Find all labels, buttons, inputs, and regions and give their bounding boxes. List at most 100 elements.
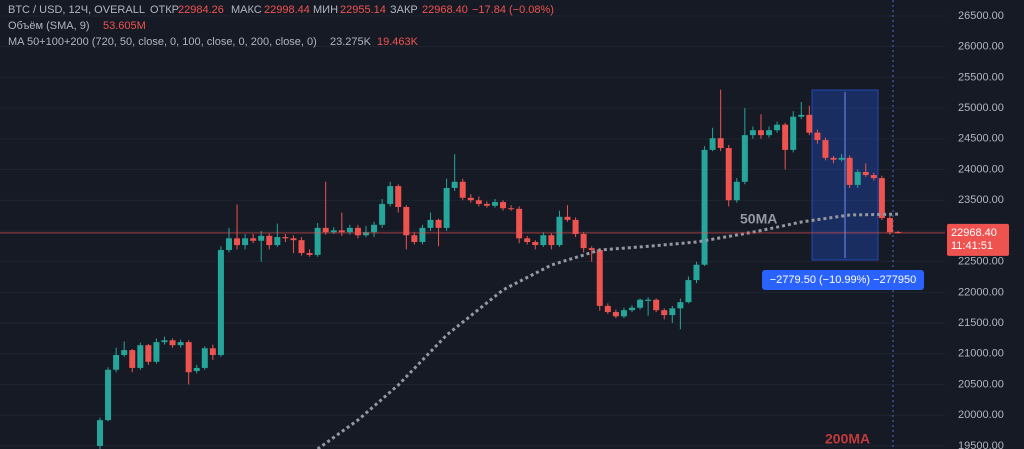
candle-body <box>588 248 595 250</box>
candle-body <box>693 264 700 281</box>
ohlc-label: МАКС <box>231 4 262 16</box>
candle-body <box>653 299 660 311</box>
candle-body <box>483 203 490 206</box>
y-tick-label: 25000.00 <box>958 102 1004 114</box>
candle-body <box>596 249 603 306</box>
ohlc-label: ЗАКР <box>390 4 418 16</box>
candle-body <box>766 130 773 136</box>
y-tick-label: 25500.00 <box>958 71 1004 83</box>
price-axis-labels: 19500.00 20000.00 20500.00 21000.00 21500.00… <box>947 10 1009 449</box>
candle-body <box>161 340 168 343</box>
candle-body <box>435 219 442 228</box>
candle-body <box>169 340 176 346</box>
candle-body <box>669 308 676 316</box>
candle-body <box>330 230 337 233</box>
candle-body <box>580 234 587 249</box>
candle-body <box>500 202 507 209</box>
candle-body <box>185 342 192 373</box>
y-tick-label: 21000.00 <box>958 348 1004 360</box>
candle-body <box>403 206 410 236</box>
candle-body <box>677 302 684 309</box>
measure-label-box <box>762 270 924 290</box>
y-tick-label: 24000.00 <box>958 163 1004 175</box>
y-tick-label: 20500.00 <box>958 378 1004 390</box>
candle-body <box>508 208 515 210</box>
candle-body <box>225 238 232 250</box>
y-tick-label: 26500.00 <box>958 10 1004 22</box>
candle-body <box>427 219 434 228</box>
candle-body <box>338 230 345 233</box>
ohlc-label: МИН <box>313 4 338 16</box>
candle-body <box>354 227 361 236</box>
ma-value: 23.275K <box>330 36 372 48</box>
candle-body <box>516 208 523 239</box>
candle-body <box>886 218 893 233</box>
candle-body <box>411 235 418 243</box>
candle-body <box>556 216 563 246</box>
candle-body <box>701 149 708 265</box>
candle-body <box>814 132 821 141</box>
candle-body <box>153 342 160 362</box>
candle-body <box>395 186 402 207</box>
candle-body <box>419 227 426 243</box>
candle-body <box>774 124 781 131</box>
y-tick-label: 24500.00 <box>958 133 1004 145</box>
candle-body <box>105 369 112 421</box>
candle-body <box>177 342 184 346</box>
candle-body <box>113 355 120 370</box>
measure-label: −2779.50 (−10.99%) −277950 <box>770 274 917 286</box>
candle-body <box>217 249 224 356</box>
candle-body <box>209 348 216 356</box>
change: −17.84 (−0.08%) <box>472 4 554 16</box>
ohlc-value: 22998.44 <box>264 4 310 16</box>
candle-body <box>266 235 273 246</box>
volume-value: 53.605M <box>103 20 146 32</box>
y-tick-label: 19500.00 <box>958 440 1004 449</box>
candle-body <box>234 238 241 246</box>
candle-body <box>298 240 305 254</box>
volume-label: Объём (SMA, 9) <box>8 20 90 32</box>
candle-body <box>862 171 869 176</box>
candle-body <box>97 420 103 446</box>
candle-body <box>733 181 740 201</box>
candle-body <box>878 178 885 219</box>
candle-body <box>685 280 692 303</box>
candle-body <box>363 232 369 236</box>
candle-body <box>822 140 829 158</box>
candle-body <box>121 350 128 356</box>
legend: BTC / USD, 12Ч, OVERALL ОТКР 22984.26 МА… <box>8 4 554 48</box>
candle-body <box>459 181 466 198</box>
candle-body <box>290 238 297 241</box>
y-tick-label: 21500.00 <box>958 317 1004 329</box>
candle-body <box>467 197 474 201</box>
candle-body <box>757 130 764 136</box>
candle-body <box>145 345 152 362</box>
candle-body <box>282 237 289 239</box>
ma50-annotation: 50MA <box>740 211 777 227</box>
ma-label: MA 50+100+200 (720, 50, close, 0, 100, c… <box>8 36 317 48</box>
symbol-title: BTC / USD, 12Ч, OVERALL <box>8 4 145 16</box>
candle-body <box>709 138 716 150</box>
candle-body <box>846 157 853 185</box>
candle-body <box>782 124 789 150</box>
ma-value: 19.463K <box>377 36 419 48</box>
candle-body <box>137 345 144 368</box>
candle-body <box>790 116 797 150</box>
candle-body <box>629 307 635 311</box>
candle-body <box>274 237 281 246</box>
ma200-annotation: 200MA <box>825 431 870 447</box>
ohlc-value: 22984.26 <box>178 4 224 16</box>
candle-body <box>387 186 394 204</box>
y-tick-label: 22500.00 <box>958 256 1004 268</box>
candle-body <box>830 157 837 160</box>
candle-body <box>620 310 627 317</box>
candles <box>97 89 901 449</box>
candle-body <box>540 235 547 246</box>
y-tick-label: 26000.00 <box>958 41 1004 53</box>
candle-body <box>612 312 619 317</box>
candle-body <box>749 130 756 136</box>
last-price-label: 22968.40 <box>951 227 997 239</box>
candle-body <box>604 305 611 313</box>
